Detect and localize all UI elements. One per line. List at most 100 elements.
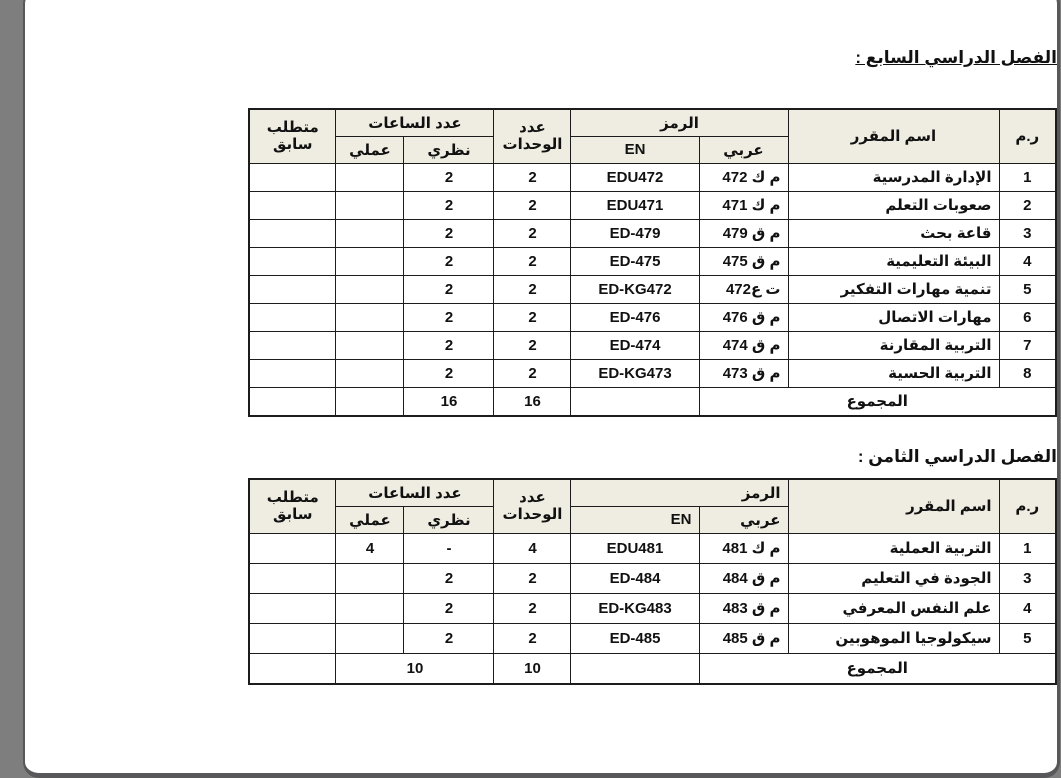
total-units: 10 xyxy=(493,652,572,685)
cell-practical-hours xyxy=(335,592,405,624)
table-row: 4 علم النفس المعرفي م ق 483 ED-KG483 2 2 xyxy=(248,592,1057,624)
cell-serial: 6 xyxy=(998,302,1057,332)
cell-code-ar: م ق 476 xyxy=(698,302,789,332)
cell-code-ar: م ق 473 xyxy=(698,358,789,388)
cell-prereq xyxy=(248,218,337,248)
total-prereq xyxy=(248,652,337,685)
cell-code-ar: م ق 485 xyxy=(698,622,789,654)
cell-units: 2 xyxy=(493,162,572,192)
header-code-ar: عربي xyxy=(698,505,789,534)
cell-prereq xyxy=(248,358,337,388)
cell-units: 2 xyxy=(493,218,572,248)
cell-code-en: ED-475 xyxy=(570,246,700,276)
header-row-2: عربي EN نظري عملي xyxy=(249,505,1056,534)
cell-course-name: صعوبات التعلم xyxy=(787,190,1000,220)
cell-prereq xyxy=(248,302,337,332)
cell-code-ar: م ق 479 xyxy=(698,218,789,248)
header-row-2: عربي EN نظري عملي xyxy=(249,135,1056,164)
cell-course-name: التربية المقارنة xyxy=(787,330,1000,360)
cell-prereq xyxy=(248,330,337,360)
header-prereq: متطلب سابق xyxy=(248,108,337,164)
total-units: 16 xyxy=(493,386,572,417)
cell-code-en: ED-476 xyxy=(570,302,700,332)
cell-prereq xyxy=(248,622,337,654)
semester-8-title: الفصل الدراسي الثامن : xyxy=(857,447,1057,466)
cell-practical-hours xyxy=(335,274,405,304)
header-prereq-line2: سابق xyxy=(272,136,313,154)
cell-code-en: ED-KG473 xyxy=(570,358,700,388)
cell-units: 2 xyxy=(493,330,572,360)
cell-code-ar: م ك 472 xyxy=(698,162,789,192)
table-row: 2 صعوبات التعلم م ك 471 EDU471 2 2 xyxy=(248,190,1057,220)
header-hours-theory: نظري xyxy=(403,505,495,534)
cell-code-en: ED-484 xyxy=(570,562,700,594)
cell-code-ar: م ك 481 xyxy=(698,532,789,564)
cell-serial: 2 xyxy=(998,190,1057,220)
header-units-line1: عدد xyxy=(519,489,546,507)
header-serial: ر.م xyxy=(998,478,1057,534)
table-row: 1 الإدارة المدرسية م ك 472 EDU472 2 2 xyxy=(248,162,1057,192)
cell-practical-hours xyxy=(335,562,405,594)
cell-serial: 5 xyxy=(998,622,1057,654)
cell-course-name: الإدارة المدرسية xyxy=(787,162,1000,192)
cell-code-en: ED-474 xyxy=(570,330,700,360)
header-serial: ر.م xyxy=(998,108,1057,164)
total-row: المجموع 10 10 xyxy=(248,652,1057,685)
cell-course-name: الجودة في التعليم xyxy=(787,562,1000,594)
cell-prereq xyxy=(248,562,337,594)
header-hours-practical: عملي xyxy=(335,505,405,534)
total-code-en xyxy=(570,652,700,685)
cell-code-ar: ت ع472 xyxy=(698,274,789,304)
header-prereq: متطلب سابق xyxy=(248,478,337,534)
cell-code-ar: م ق 474 xyxy=(698,330,789,360)
header-row-1: ر.م اسم المقرر الرمز عدد الوحدات عدد الس… xyxy=(248,478,1057,534)
total-label: المجموع xyxy=(698,652,1057,685)
cell-serial: 1 xyxy=(998,532,1057,564)
total-row: المجموع 16 16 xyxy=(248,386,1057,417)
cell-theory-hours: 2 xyxy=(403,162,495,192)
cell-course-name: قاعة بحث xyxy=(787,218,1000,248)
cell-course-name: التربية الحسية xyxy=(787,358,1000,388)
cell-code-en: ED-479 xyxy=(570,218,700,248)
cell-theory-hours: 2 xyxy=(403,330,495,360)
table-row: 4 البيئة التعليمية م ق 475 ED-475 2 2 xyxy=(248,246,1057,276)
header-prereq-line1: متطلب xyxy=(266,119,319,137)
cell-course-name: سيكولوجيا الموهوبين xyxy=(787,622,1000,654)
cell-units: 2 xyxy=(493,302,572,332)
table-row: 3 قاعة بحث م ق 479 ED-479 2 2 xyxy=(248,218,1057,248)
table-row: 3 الجودة في التعليم م ق 484 ED-484 2 2 xyxy=(248,562,1057,594)
cell-prereq xyxy=(248,532,337,564)
cell-theory-hours: 2 xyxy=(403,622,495,654)
header-row-1: ر.م اسم المقرر الرمز عدد الوحدات عدد الس… xyxy=(248,108,1057,164)
cell-code-ar: م ق 484 xyxy=(698,562,789,594)
header-prereq-line2: سابق xyxy=(272,506,313,524)
cell-theory-hours: 2 xyxy=(403,592,495,624)
semester-8-table: ر.م اسم المقرر الرمز عدد الوحدات عدد الس… xyxy=(247,478,1057,685)
header-code-group: الرمز xyxy=(570,108,789,137)
cell-theory-hours: - xyxy=(403,532,495,564)
cell-code-en: EDU471 xyxy=(570,190,700,220)
cell-theory-hours: 2 xyxy=(403,190,495,220)
table-row: 5 تنمية مهارات التفكير ت ع472 ED-KG472 2… xyxy=(248,274,1057,304)
header-units-line2: الوحدات xyxy=(502,506,563,524)
cell-code-ar: م ق 483 xyxy=(698,592,789,624)
header-code-ar: عربي xyxy=(698,135,789,164)
cell-units: 2 xyxy=(493,562,572,594)
cell-practical-hours xyxy=(335,622,405,654)
cell-code-en: EDU472 xyxy=(570,162,700,192)
cell-practical-hours xyxy=(335,246,405,276)
total-theory-hours: 16 xyxy=(403,386,495,417)
cell-units: 4 xyxy=(493,532,572,564)
total-label: المجموع xyxy=(698,386,1057,417)
table-row: 6 مهارات الاتصال م ق 476 ED-476 2 2 xyxy=(248,302,1057,332)
cell-practical-hours xyxy=(335,190,405,220)
cell-practical-hours xyxy=(335,358,405,388)
cell-units: 2 xyxy=(493,274,572,304)
table-row: 8 التربية الحسية م ق 473 ED-KG473 2 2 xyxy=(248,358,1057,388)
cell-practical-hours xyxy=(335,162,405,192)
cell-theory-hours: 2 xyxy=(403,246,495,276)
header-prereq-line1: متطلب xyxy=(266,489,319,507)
cell-code-en: ED-485 xyxy=(570,622,700,654)
header-code-en: EN xyxy=(570,505,700,534)
total-practical-hours xyxy=(335,386,405,417)
